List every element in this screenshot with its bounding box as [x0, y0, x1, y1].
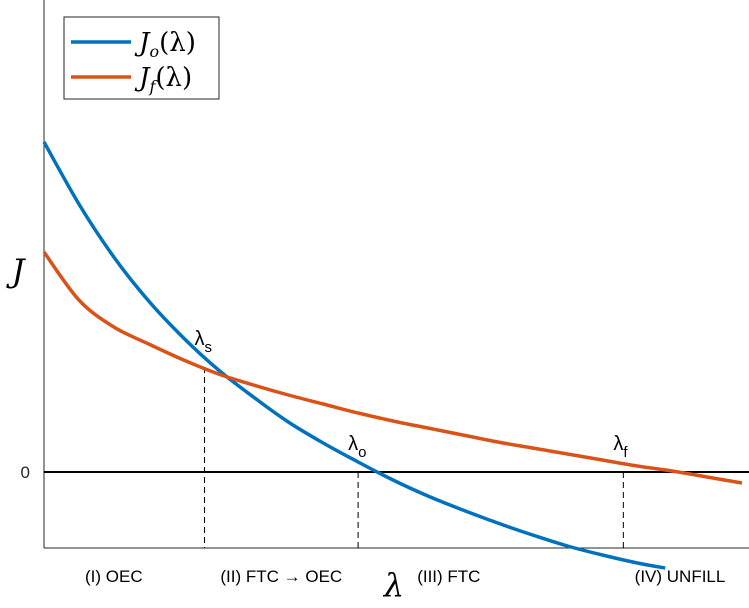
- legend-jo-sub: o: [149, 42, 159, 61]
- marker-symbol: λ: [613, 433, 623, 455]
- marker-label-s: λs: [195, 328, 213, 356]
- marker-subscript: f: [623, 444, 628, 461]
- x-axis-label: λ: [382, 566, 404, 604]
- legend-jf-arg: (λ): [155, 63, 192, 93]
- legend: Jo(λ) Jf(λ): [63, 16, 220, 100]
- region-labels: (I) OEC (II) FTC → OEC (III) FTC (IV) UNFIL…: [85, 567, 725, 586]
- legend-jf-sub: f: [148, 77, 158, 96]
- legend-box: [63, 16, 220, 100]
- region-label-4: (IV) UNFILL: [635, 567, 726, 586]
- legend-label-jo: Jo(λ): [134, 28, 196, 61]
- y-axis-label: J: [6, 252, 27, 290]
- marker-lines: [204, 367, 624, 548]
- marker-subscript: s: [205, 339, 213, 356]
- region-label-3: (III) FTC: [417, 567, 480, 586]
- legend-jf-base: J: [134, 63, 151, 93]
- region-label-1: (I) OEC: [85, 567, 143, 586]
- legend-jo-arg: (λ): [159, 28, 196, 58]
- legend-label-jf: Jf(λ): [134, 63, 192, 96]
- series-layer: [42, 141, 743, 570]
- region-label-2: (II) FTC → OEC: [220, 567, 342, 586]
- legend-jo-base: J: [134, 28, 151, 58]
- marker-subscript: o: [358, 444, 366, 461]
- y-tick-label-0: 0: [21, 463, 30, 482]
- marker-label-f: λf: [613, 433, 628, 461]
- marker-label-o: λo: [348, 433, 366, 461]
- series-line-jo: [42, 141, 666, 570]
- marker-symbol: λ: [195, 328, 205, 350]
- marker-symbol: λ: [348, 433, 358, 455]
- series-line-jf: [42, 250, 743, 485]
